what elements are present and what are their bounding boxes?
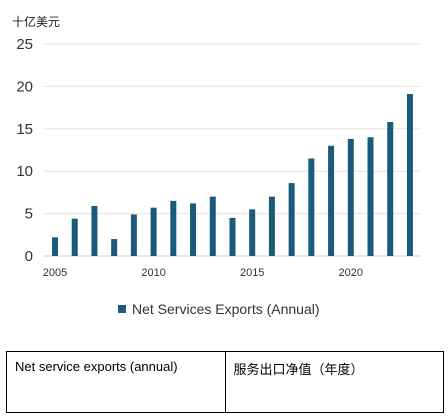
bar-2014 [229, 217, 236, 256]
y-tick-label: 5 [25, 206, 33, 223]
bar-chart: 十亿美元 0 5 10 15 20 25 2005 2010 2015 2020 [12, 14, 420, 279]
table-row: Net service exports (annual) 服务出口净值（年度） [6, 351, 444, 413]
chinese-label-cell: 服务出口净值（年度） [224, 351, 444, 413]
bar-2005 [52, 237, 58, 256]
bar-2006 [71, 218, 78, 256]
bar-2012 [190, 203, 197, 256]
bar-2016 [268, 196, 275, 256]
bar-2020 [347, 138, 354, 256]
y-tick-label: 20 [16, 78, 33, 95]
x-axis-ticks: 2005 2010 2015 2020 [43, 267, 363, 279]
bar-2010 [150, 207, 157, 256]
bar-2019 [328, 145, 335, 256]
bar-2013 [209, 196, 216, 256]
bar-2018 [308, 158, 315, 256]
y-unit-label: 十亿美元 [12, 14, 60, 29]
legend: Net Services Exports (Annual) [118, 300, 320, 318]
bar-2022 [387, 122, 394, 257]
bar-2009 [130, 214, 137, 256]
y-axis-ticks: 0 5 10 15 20 25 [16, 36, 33, 265]
y-tick-label: 0 [25, 248, 33, 265]
legend-label: Net Services Exports (Annual) [132, 301, 320, 317]
bar-2011 [170, 200, 177, 256]
x-tick-label: 2010 [141, 267, 165, 279]
bar-2023 [406, 94, 413, 256]
gridlines [44, 43, 420, 257]
bar-series [52, 94, 413, 257]
legend-swatch [118, 305, 126, 313]
x-tick-label: 2015 [240, 267, 264, 279]
bar-2015 [249, 209, 256, 256]
y-tick-label: 15 [16, 121, 33, 138]
bar-2017 [288, 183, 295, 256]
bar-2021 [367, 137, 374, 256]
y-tick-label: 25 [16, 36, 33, 53]
x-tick-label: 2005 [43, 267, 67, 279]
english-label-cell: Net service exports (annual) [6, 351, 226, 413]
label-table: Net service exports (annual) 服务出口净值（年度） [6, 351, 444, 413]
bar-2008 [111, 239, 118, 256]
bar-2007 [91, 205, 98, 256]
y-tick-label: 10 [16, 163, 33, 180]
x-tick-label: 2020 [339, 267, 363, 279]
